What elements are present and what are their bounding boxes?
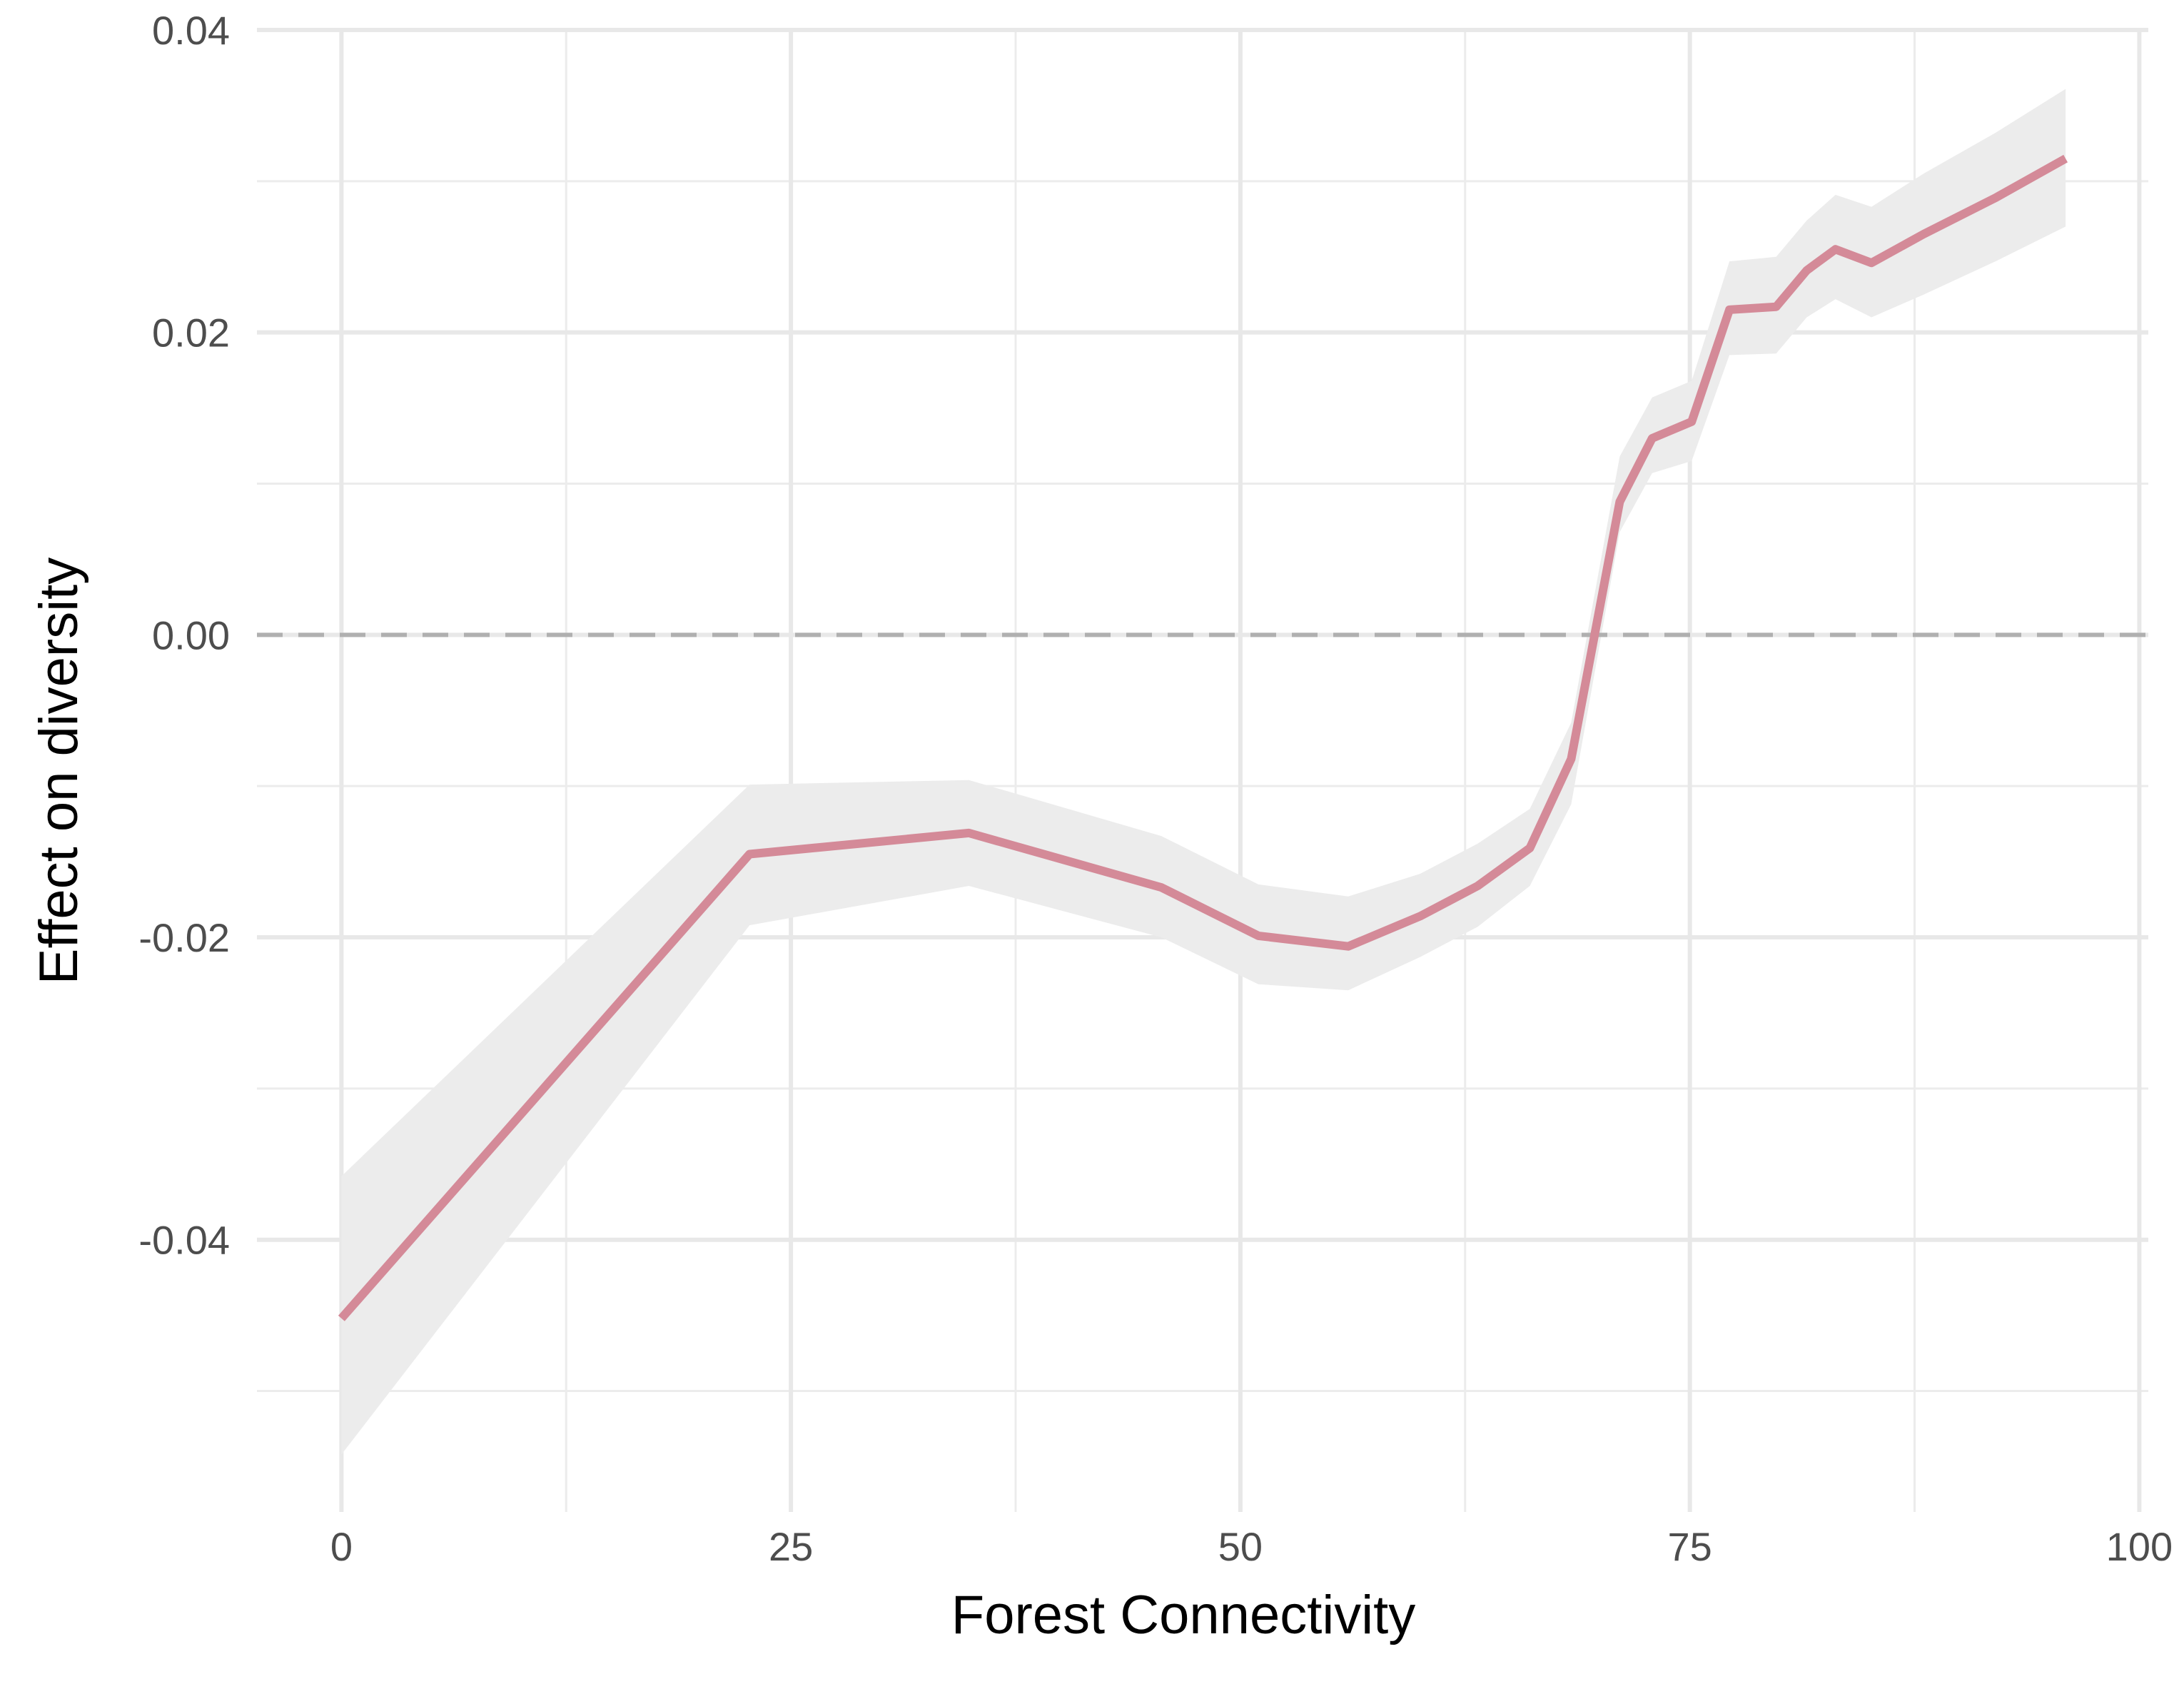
- x-axis-title: Forest Connectivity: [951, 1585, 1415, 1645]
- major-gridlines: [257, 28, 2148, 1512]
- confidence-band: [341, 89, 2066, 1455]
- effect-line-layer: [338, 154, 2068, 1321]
- x-tick-label: 0: [330, 1524, 353, 1569]
- y-tick-label: -0.02: [138, 915, 230, 960]
- y-axis-title: Effect on diversity: [29, 558, 89, 984]
- effect-line: [338, 154, 2068, 1321]
- x-tick-label: 50: [1218, 1524, 1263, 1569]
- y-tick-label: 0.00: [152, 612, 230, 657]
- x-tick-label: 25: [769, 1524, 813, 1569]
- x-tick-labels: 0 25 50 75 100: [330, 1524, 2173, 1569]
- y-tick-labels: -0.04 -0.02 0.00 0.02 0.04: [138, 8, 230, 1263]
- x-tick-label: 75: [1668, 1524, 1712, 1569]
- x-tick-label: 100: [2106, 1524, 2173, 1569]
- y-tick-label: 0.04: [152, 8, 230, 53]
- y-tick-label: -0.04: [138, 1218, 230, 1263]
- y-tick-label: 0.02: [152, 311, 230, 356]
- confidence-band-layer: [341, 89, 2066, 1455]
